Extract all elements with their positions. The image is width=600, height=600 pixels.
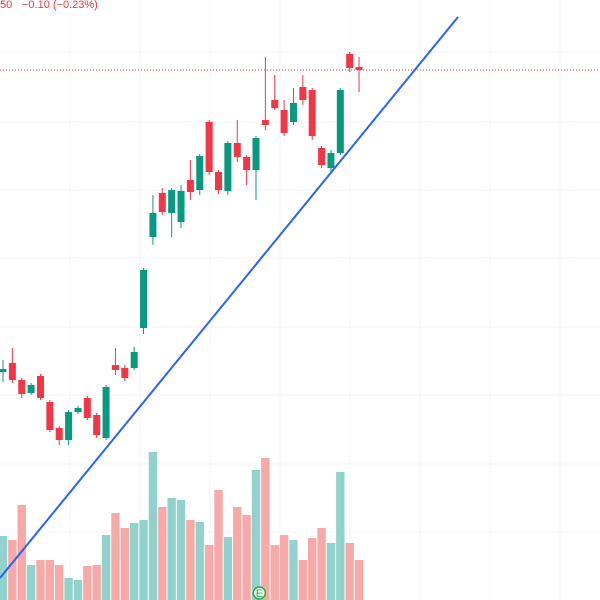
candle-body: [308, 90, 316, 136]
candle-body: [233, 143, 241, 157]
volume-bar: [223, 537, 233, 600]
candle-body: [121, 368, 129, 378]
candle-body: [46, 402, 54, 430]
candle-body: [18, 380, 26, 394]
candle-body: [215, 172, 223, 190]
candle-body: [140, 270, 148, 328]
candle-body: [158, 193, 166, 212]
candle-body: [130, 352, 138, 368]
candle-body: [252, 138, 260, 170]
volume-bar: [345, 543, 354, 600]
volume-bar: [214, 490, 223, 600]
volume-bar: [158, 507, 167, 600]
volume-bar: [186, 520, 195, 600]
earnings-label: E: [256, 588, 263, 600]
volume-bar: [317, 528, 326, 600]
volume-bar: [148, 452, 158, 600]
volume-bar: [120, 528, 129, 600]
volume-bar: [204, 545, 214, 600]
volume-bar: [64, 578, 73, 600]
candle-layer: [0, 52, 363, 445]
volume-bar: [308, 538, 317, 600]
candle-body: [336, 90, 344, 153]
volume-bar: [261, 458, 270, 600]
candle-body: [149, 213, 157, 237]
candle-body: [299, 87, 307, 100]
volume-bar: [167, 498, 176, 600]
candle-body: [102, 387, 110, 438]
volume-bar: [129, 523, 139, 600]
candle-body: [318, 148, 326, 165]
volume-bar: [111, 513, 120, 600]
candle-body: [8, 363, 16, 380]
candle-body: [0, 369, 7, 372]
volume-bar: [298, 560, 308, 600]
volume-bar: [279, 535, 289, 600]
volume-bar: [354, 560, 364, 600]
candle-body: [346, 54, 354, 68]
candle-body: [355, 67, 363, 70]
volume-bar: [101, 535, 111, 600]
volume-bar: [326, 543, 336, 600]
candle-body: [74, 408, 82, 412]
volume-bar: [36, 560, 45, 600]
candle-body: [186, 180, 194, 192]
candle-body: [205, 122, 213, 172]
volume-bar: [139, 520, 148, 600]
volume-bar: [242, 515, 251, 600]
candle-body: [93, 415, 101, 435]
volume-bar: [195, 522, 204, 600]
candle-body: [55, 428, 63, 440]
candle-body: [83, 398, 91, 418]
volume-bar: [73, 580, 83, 600]
volume-bar: [92, 565, 101, 600]
volume-layer: [0, 452, 364, 600]
volume-bar: [336, 472, 345, 600]
candle-body: [27, 385, 35, 393]
volume-bar: [8, 540, 17, 600]
candle-body: [36, 376, 44, 398]
earnings-marker: [252, 586, 267, 600]
candle-body: [196, 156, 204, 190]
header-change: −0.10 (−0.23%): [22, 0, 98, 11]
candle-body: [261, 120, 269, 125]
candle-body: [289, 103, 297, 122]
volume-bar: [55, 565, 64, 600]
volume-bar: [270, 545, 279, 600]
candle-body: [243, 157, 251, 170]
volume-bar: [176, 500, 186, 600]
volume-bar: [45, 560, 55, 600]
header-price: .50: [0, 0, 12, 11]
candle-body: [177, 191, 185, 222]
candle-body: [280, 110, 288, 133]
volume-bar: [26, 565, 36, 600]
candle-body: [168, 190, 176, 213]
candle-body: [327, 153, 335, 168]
candle-body: [271, 100, 279, 108]
volume-bar: [251, 470, 261, 600]
volume-bar: [0, 536, 8, 600]
candle-body: [111, 365, 119, 370]
volume-bar: [83, 566, 92, 600]
candle-body: [224, 143, 232, 191]
volume-bar: [233, 507, 242, 600]
trend-line[interactable]: [0, 16, 459, 579]
candle-body: [65, 412, 73, 440]
volume-bar: [289, 540, 298, 600]
